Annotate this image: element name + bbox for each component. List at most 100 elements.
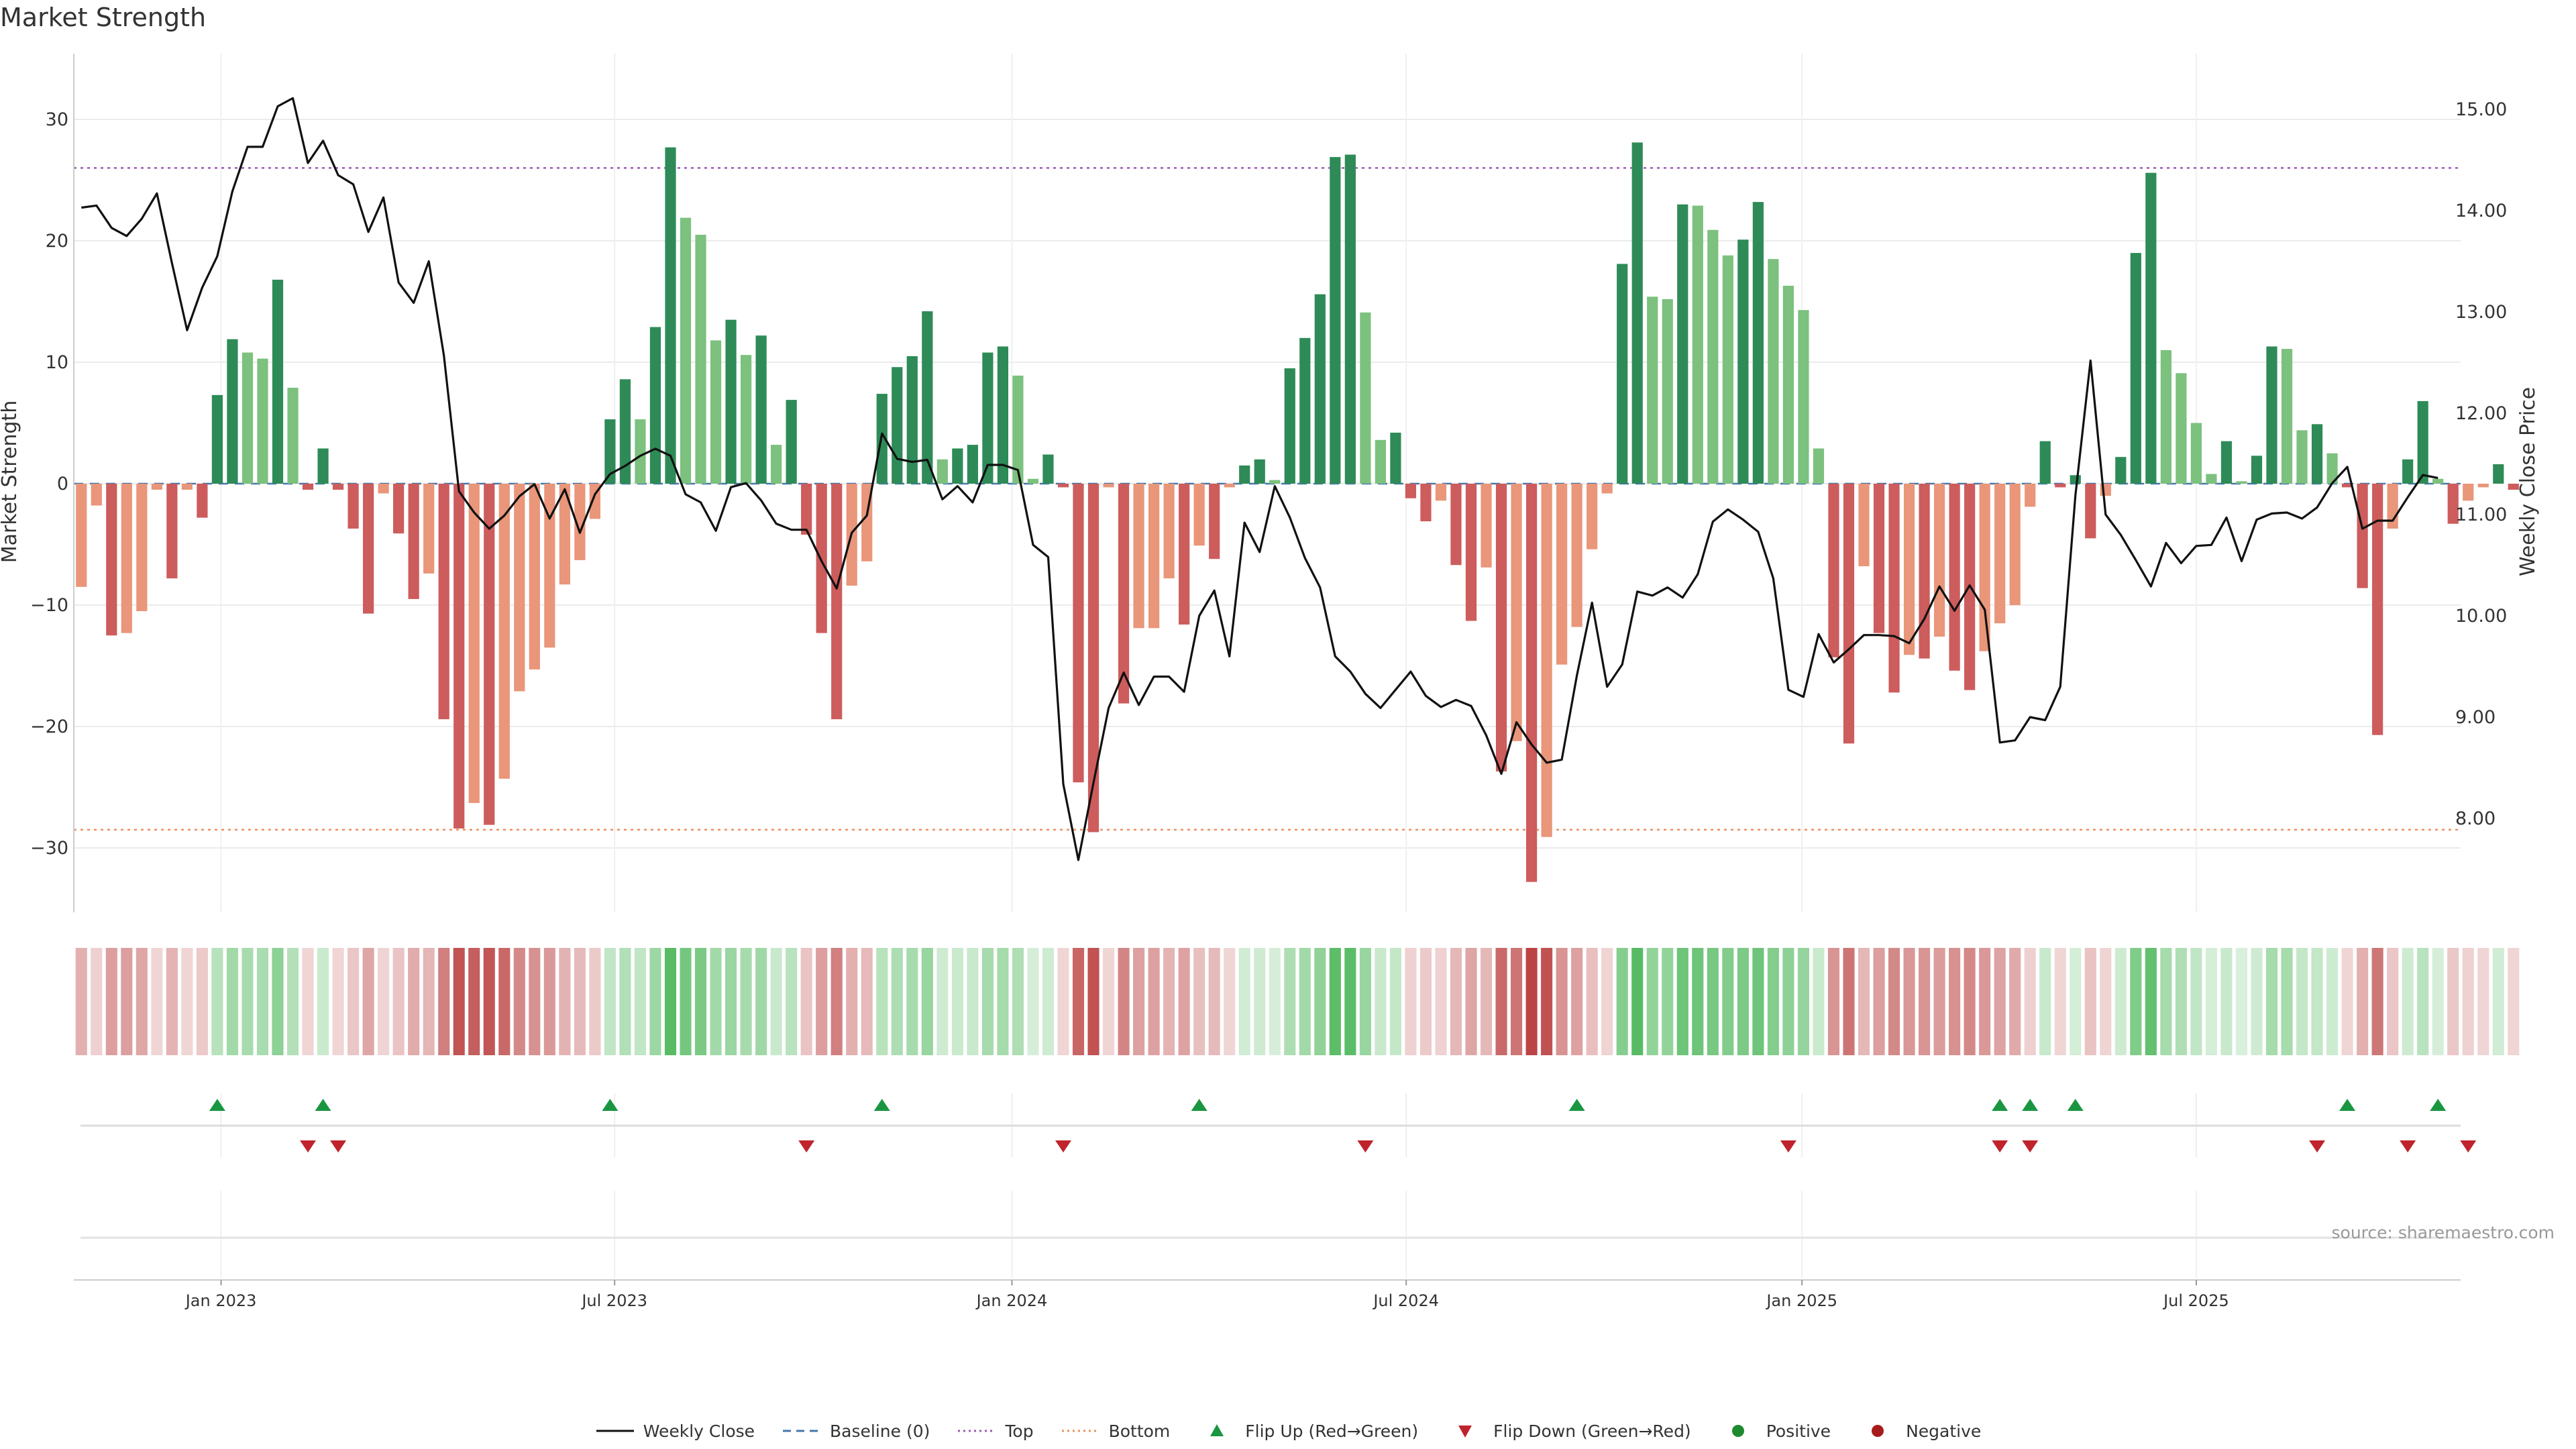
strip-cell xyxy=(1102,948,1115,1055)
strength-bar xyxy=(1299,337,1311,484)
strip-cell xyxy=(1163,948,1175,1055)
strength-bar xyxy=(151,484,162,490)
strength-bar xyxy=(423,484,435,574)
strength-bar xyxy=(1495,484,1507,771)
legend-label: Positive xyxy=(1766,1421,1831,1441)
strength-bar xyxy=(725,319,737,484)
strip-cell xyxy=(1389,948,1401,1055)
strip-cell xyxy=(317,948,329,1055)
strength-bar xyxy=(1269,480,1281,484)
strength-bar xyxy=(287,388,299,484)
strip-cell xyxy=(1329,948,1341,1055)
strip-cell xyxy=(725,948,737,1055)
strip-cell xyxy=(891,948,903,1055)
strip-cell xyxy=(861,948,873,1055)
strength-bar xyxy=(2357,484,2368,588)
legend-symbol xyxy=(958,1430,996,1432)
strength-bar xyxy=(393,484,405,534)
strength-bar xyxy=(1768,259,1779,484)
legend-item: Negative xyxy=(1858,1421,1981,1441)
strip-cell xyxy=(1873,948,1885,1055)
strength-bar xyxy=(1722,255,1733,484)
strength-bar xyxy=(1420,484,1432,522)
axes: −30 −20 −10 0 10 20 30 8.00 9.00 10.00 11.00 12.00 1… xyxy=(30,54,2507,912)
y-tick-label: −30 xyxy=(30,838,68,859)
strength-bar xyxy=(2417,400,2428,484)
strength-bar xyxy=(1179,484,1190,625)
flip-down-marker xyxy=(2400,1140,2416,1152)
strength-bar xyxy=(936,459,948,484)
strength-bar xyxy=(2025,484,2036,507)
strip-cell xyxy=(2402,948,2414,1055)
strength-bar xyxy=(1617,264,1628,484)
strip-cell xyxy=(680,948,692,1055)
strip-cell xyxy=(574,948,586,1055)
strength-bar xyxy=(1012,375,1024,484)
strength-bar xyxy=(1994,484,2006,624)
strip-cell xyxy=(2417,948,2429,1055)
strip-cell xyxy=(1480,948,1493,1055)
strip-cell xyxy=(1118,948,1130,1055)
strength-bar xyxy=(2220,441,2233,484)
flip-up-marker xyxy=(315,1099,331,1111)
strip-cell xyxy=(1949,948,1961,1055)
strip-cell xyxy=(2114,948,2127,1055)
strip-cell xyxy=(740,948,752,1055)
flip-up-marker xyxy=(2067,1099,2084,1111)
strip-cell xyxy=(438,948,450,1055)
strength-bar xyxy=(771,445,782,484)
strip-cell xyxy=(1525,948,1538,1055)
strength-bar xyxy=(529,484,540,669)
strength-bar xyxy=(1949,484,1960,671)
strip-cell xyxy=(997,948,1009,1055)
strip-cell xyxy=(105,948,117,1055)
strip-cell xyxy=(1571,948,1583,1055)
strip-cell xyxy=(1465,948,1477,1055)
y-tick-label: −20 xyxy=(30,716,68,737)
strip-cell xyxy=(981,948,994,1055)
strip-cell xyxy=(151,948,163,1055)
x-axis: Jan 2023 Jul 2023 Jan 2024 Jul 2024 Jan 2025… xyxy=(74,1191,2461,1310)
y-tick-label: 0 xyxy=(57,474,68,494)
strip-cell xyxy=(559,948,571,1055)
y-tick-label: 30 xyxy=(46,109,68,130)
strip-cell xyxy=(166,948,178,1055)
strip-cell xyxy=(710,948,722,1055)
strength-bar xyxy=(91,484,102,506)
strength-bar xyxy=(1919,484,1930,659)
strength-bar xyxy=(227,339,238,484)
strength-bar xyxy=(801,484,812,535)
legend-label: Baseline (0) xyxy=(830,1421,930,1441)
strength-bar xyxy=(1148,484,1160,629)
strip-cell xyxy=(786,948,798,1055)
flip-down-marker xyxy=(1780,1140,1796,1152)
strength-bar xyxy=(136,484,148,612)
strip-cell xyxy=(513,948,525,1055)
strength-bar xyxy=(982,352,994,484)
strip-cell xyxy=(453,948,465,1055)
strip-cell xyxy=(498,948,511,1055)
strip-cell xyxy=(2009,948,2021,1055)
strip-cell xyxy=(2070,948,2082,1055)
y2-tick-label: 13.00 xyxy=(2455,302,2507,323)
strip-cell xyxy=(2462,948,2474,1055)
flip-up-marker xyxy=(1191,1099,1208,1111)
strip-cell xyxy=(1208,948,1220,1055)
strip-cell xyxy=(392,948,405,1055)
strip-cell xyxy=(1419,948,1432,1055)
strength-bar xyxy=(831,484,843,720)
strength-bar xyxy=(544,484,555,648)
strength-bar xyxy=(1737,239,1749,484)
strip-cell xyxy=(2100,948,2112,1055)
strength-bar xyxy=(2130,253,2141,484)
flip-up-marker xyxy=(2339,1099,2356,1111)
legend: Weekly Close Baseline (0) Top Bottom Flip Up… xyxy=(0,1421,2576,1441)
strip-cell xyxy=(196,948,208,1055)
strength-bar xyxy=(816,484,827,633)
x-tick-label: Jul 2024 xyxy=(1372,1291,1439,1310)
x-tick-label: Jan 2023 xyxy=(184,1291,257,1310)
strip-cell xyxy=(529,948,541,1055)
strip-cell xyxy=(1692,948,1704,1055)
strip-cell xyxy=(800,948,812,1055)
strength-bar xyxy=(710,340,722,484)
